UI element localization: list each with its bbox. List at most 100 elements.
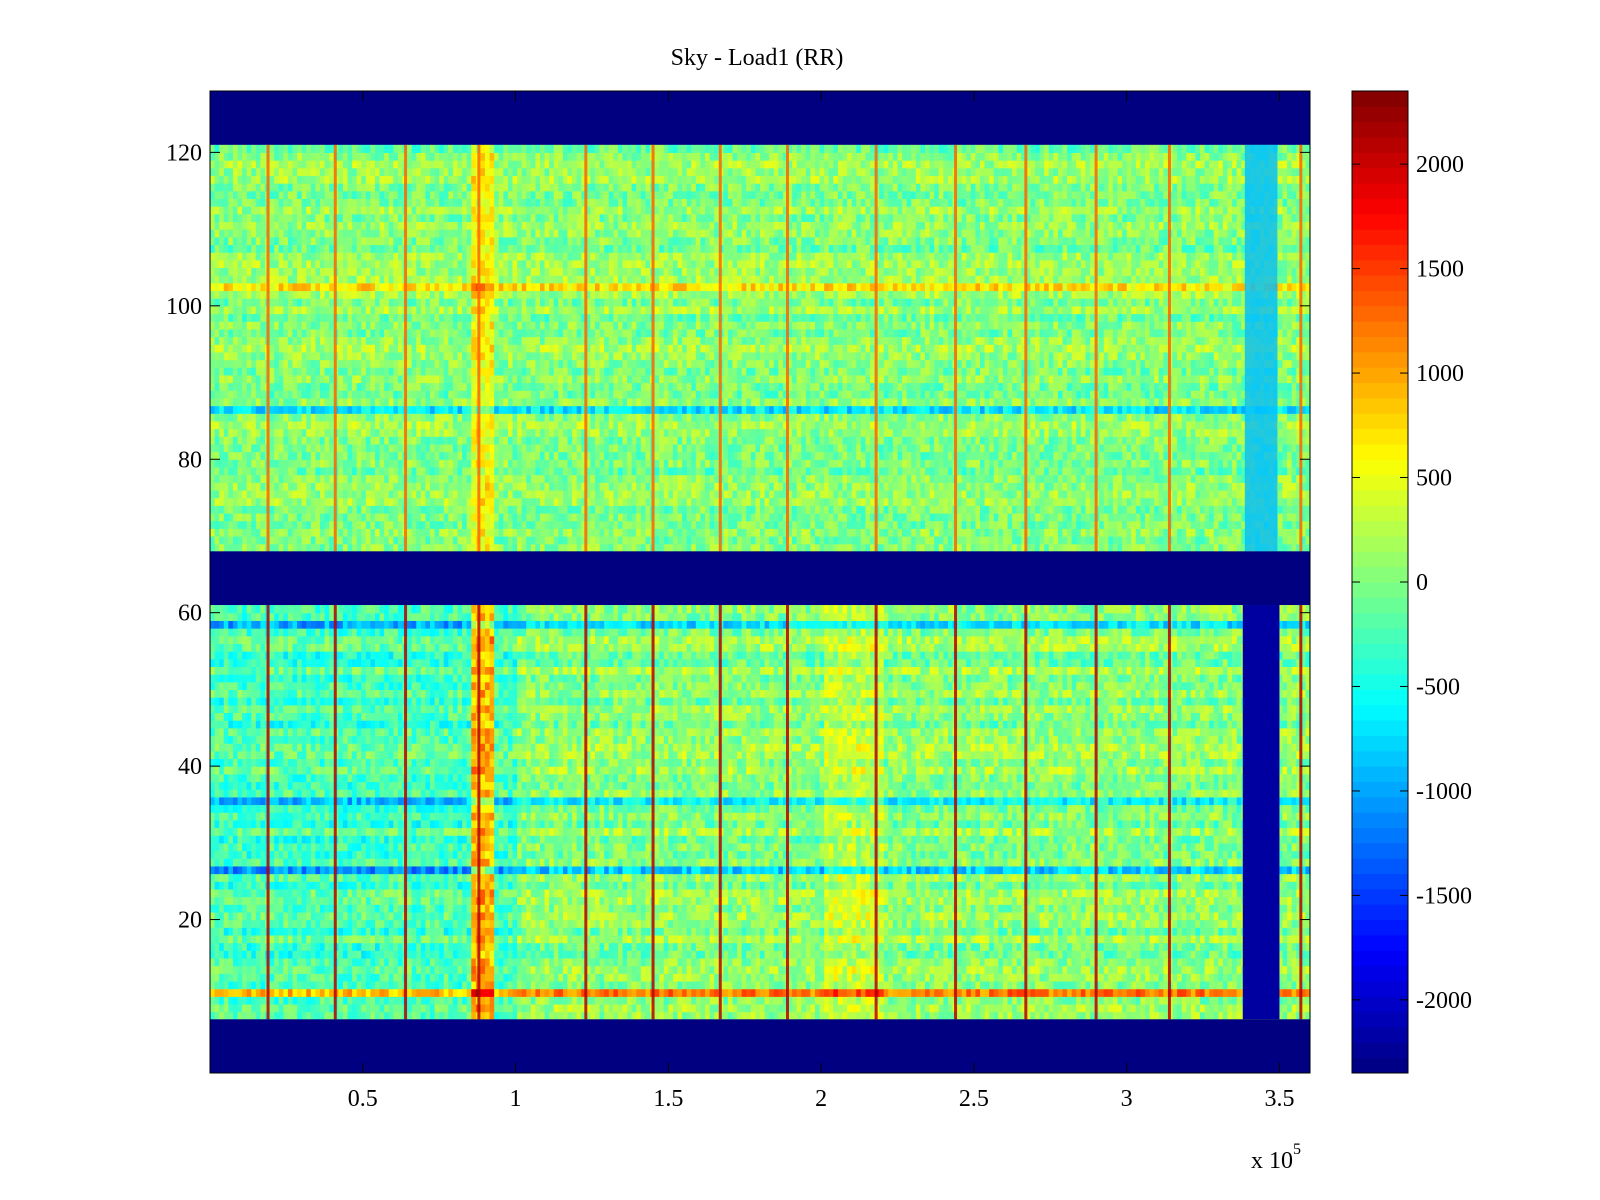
heatmap-cell xyxy=(632,989,637,997)
heatmap-cell xyxy=(920,989,925,997)
heatmap-cell xyxy=(861,981,866,989)
heatmap-cell xyxy=(485,1004,490,1012)
heatmap-cell xyxy=(678,1012,683,1020)
heatmap-cell xyxy=(348,996,353,1004)
heatmap-cell xyxy=(902,996,907,1004)
heatmap-cell xyxy=(966,981,971,989)
heatmap-cell xyxy=(1205,981,1210,989)
heatmap-cell xyxy=(696,1004,701,1012)
heatmap-cell xyxy=(824,989,829,997)
heatmap-cell xyxy=(975,989,980,997)
heatmap-cell xyxy=(971,996,976,1004)
heatmap-cell xyxy=(645,981,650,989)
heatmap-cell xyxy=(852,1004,857,1012)
heatmap-cell xyxy=(778,996,783,1004)
heatmap-cell xyxy=(733,1012,738,1020)
heatmap-cell xyxy=(270,996,275,1004)
heatmap-cell xyxy=(480,996,485,1004)
heatmap-cell xyxy=(568,996,573,1004)
heatmap-cell xyxy=(233,1012,238,1020)
heatmap-cell xyxy=(329,973,334,981)
heatmap-cell xyxy=(792,981,797,989)
heatmap-cell xyxy=(389,989,394,997)
heatmap-cell xyxy=(315,981,320,989)
heatmap-cell xyxy=(238,996,243,1004)
heatmap-cell xyxy=(238,989,243,997)
heatmap-cell xyxy=(966,1012,971,1020)
heatmap-cell xyxy=(1195,1012,1200,1020)
heatmap-cell xyxy=(1283,996,1288,1004)
heatmap-cell xyxy=(1108,996,1113,1004)
heatmap-cell xyxy=(691,981,696,989)
heatmap-cell xyxy=(219,1004,224,1012)
heatmap-cell xyxy=(852,996,857,1004)
heatmap-cell xyxy=(714,981,719,989)
heatmap-cell xyxy=(453,1012,458,1020)
heatmap-cell xyxy=(242,996,247,1004)
heatmap-cell xyxy=(1177,1004,1182,1012)
heatmap-cell xyxy=(705,973,710,981)
heatmap-cell xyxy=(288,973,293,981)
heatmap-cell xyxy=(407,989,412,997)
heatmap-cell xyxy=(508,989,513,997)
heatmap-cell xyxy=(1195,973,1200,981)
heatmap-cell xyxy=(352,989,357,997)
heatmap-cell xyxy=(448,1012,453,1020)
heatmap-cell xyxy=(338,989,343,997)
heatmap-cell xyxy=(778,1012,783,1020)
heatmap-cell xyxy=(462,1004,467,1012)
heatmap-cell xyxy=(623,981,628,989)
heatmap-cell xyxy=(577,996,582,1004)
heatmap-cell xyxy=(357,981,362,989)
heatmap-cell xyxy=(870,1012,875,1020)
chart: Sky - Load1 (RR) 0.5 1 1.5 2 2.5 3 3.5 2040608… xyxy=(0,0,1600,1200)
heatmap-cell xyxy=(980,973,985,981)
heatmap-cell xyxy=(1104,1004,1109,1012)
heatmap-cell xyxy=(902,973,907,981)
heatmap-cell xyxy=(1154,981,1159,989)
heatmap-cell xyxy=(980,989,985,997)
heatmap-cell xyxy=(609,989,614,997)
heatmap-cell xyxy=(540,1004,545,1012)
heatmap-cell xyxy=(1099,1012,1104,1020)
heatmap-cell xyxy=(700,981,705,989)
heatmap-cell xyxy=(989,996,994,1004)
heatmap-cell xyxy=(242,1012,247,1020)
heatmap-cell xyxy=(1049,1004,1054,1012)
heatmap-cell xyxy=(357,1012,362,1020)
heatmap-cell xyxy=(568,1012,573,1020)
heatmap-cell xyxy=(797,1012,802,1020)
heatmap-cell xyxy=(733,973,738,981)
heatmap-cell xyxy=(522,973,527,981)
heatmap-cell xyxy=(228,989,233,997)
heatmap-cell xyxy=(1040,989,1045,997)
heatmap-cell xyxy=(1113,981,1118,989)
heatmap-cell xyxy=(297,973,302,981)
heatmap-cell xyxy=(361,973,366,981)
heatmap-cell xyxy=(613,996,618,1004)
heatmap-cell xyxy=(760,981,765,989)
heatmap-cell xyxy=(361,1012,366,1020)
heatmap-cell xyxy=(545,996,550,1004)
heatmap-cell xyxy=(535,981,540,989)
heatmap-cell xyxy=(1049,996,1054,1004)
heatmap-cell xyxy=(1090,981,1095,989)
heatmap-cell xyxy=(879,981,884,989)
heatmap-cell xyxy=(1218,1012,1223,1020)
heatmap-cell xyxy=(1191,1012,1196,1020)
heatmap-cell xyxy=(728,1012,733,1020)
heatmap-cell xyxy=(1140,1004,1145,1012)
heatmap-cell xyxy=(833,973,838,981)
heatmap-cell xyxy=(380,973,385,981)
heatmap-cell xyxy=(522,1012,527,1020)
heatmap-cell xyxy=(930,1012,935,1020)
heatmap-cell xyxy=(682,989,687,997)
heatmap-cell xyxy=(723,989,728,997)
heatmap-cell xyxy=(1163,981,1168,989)
heatmap-cell xyxy=(480,1012,485,1020)
heatmap-cell xyxy=(1030,973,1035,981)
heatmap-cell xyxy=(971,981,976,989)
heatmap-cell xyxy=(884,996,889,1004)
heatmap-cell xyxy=(494,996,499,1004)
heatmap-cell xyxy=(673,996,678,1004)
